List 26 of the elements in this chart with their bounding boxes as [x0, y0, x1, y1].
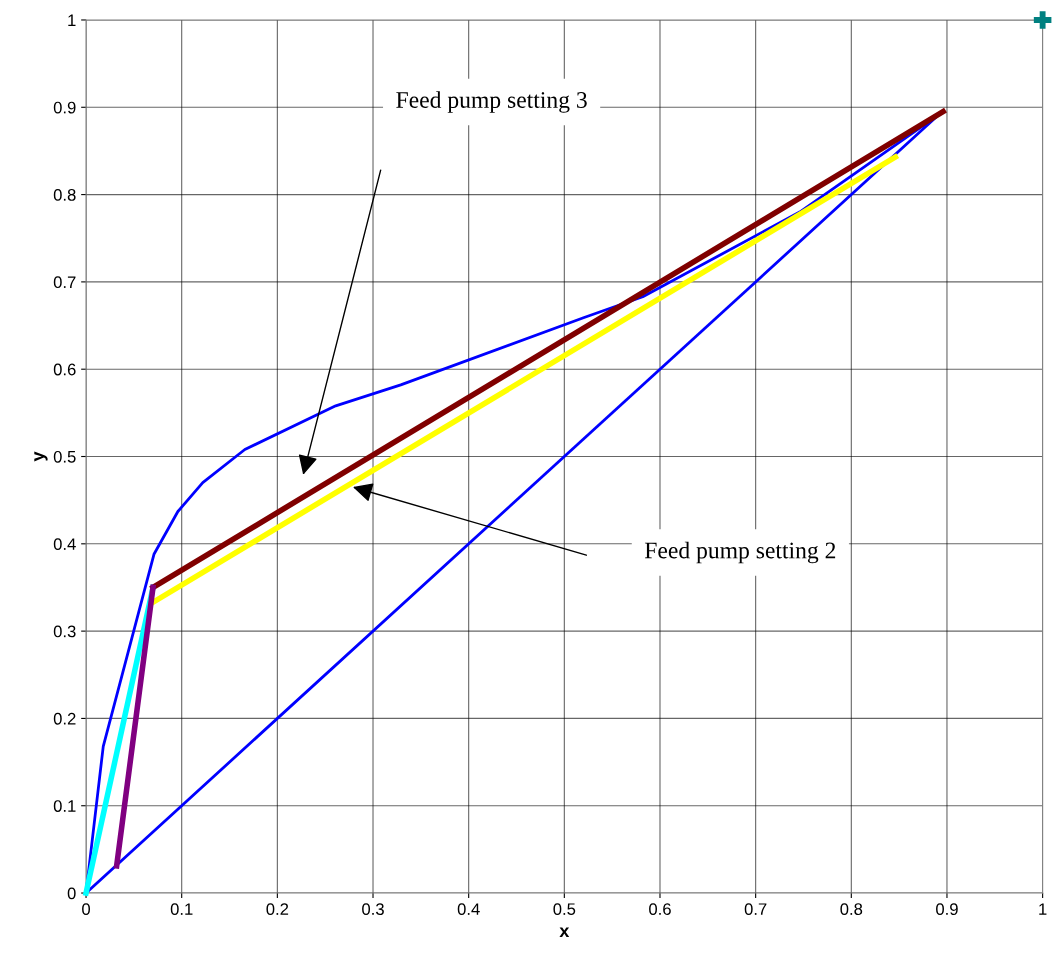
y-tick-label: 1 — [68, 14, 76, 27]
x-tick-label: 0.9 — [936, 903, 958, 916]
annotation: Feed pump setting 3 — [396, 91, 587, 113]
annotation: Feed pump setting 2 — [644, 541, 836, 564]
y-tick-label: 0.7 — [53, 276, 76, 289]
y-tick-label: 0 — [67, 887, 76, 900]
x-tick-label: 0.4 — [457, 903, 480, 916]
y-tick-label: 0.3 — [53, 625, 76, 638]
x-tick-label: 0.6 — [649, 903, 671, 916]
x-tick-label: 0 — [82, 903, 91, 916]
x-tick-label: 0.2 — [266, 903, 289, 916]
y-tick-label: 0.5 — [53, 450, 76, 463]
y-axis-title: y — [34, 451, 48, 462]
x-tick-label: 0.1 — [170, 903, 193, 916]
x-tick-label: 0.5 — [553, 903, 576, 916]
y-tick-label: 0.8 — [53, 188, 76, 201]
x-tick-label: 0.7 — [744, 903, 767, 916]
y-tick-label: 0.1 — [53, 800, 76, 812]
y-tick-label: 0.2 — [53, 712, 76, 725]
y-tick-label: 0.9 — [53, 101, 76, 114]
x-tick-label: 0.8 — [840, 903, 863, 916]
x-axis-title: x — [559, 927, 570, 937]
y-tick-label: 0.6 — [53, 363, 76, 376]
x-tick-label: 0.3 — [362, 903, 384, 916]
y-tick-label: 0.4 — [53, 538, 76, 551]
x-tick-label: 1 — [1039, 903, 1047, 915]
